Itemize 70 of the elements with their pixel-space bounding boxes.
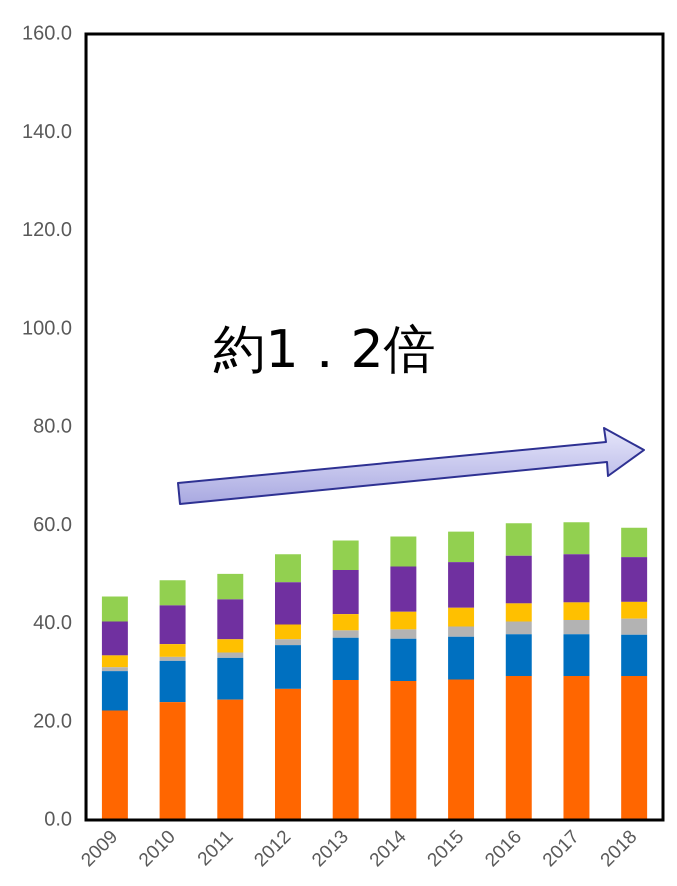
bar xyxy=(332,680,359,820)
bar xyxy=(448,679,474,820)
y-tick-label: 0.0 xyxy=(44,808,72,831)
bar xyxy=(217,658,244,700)
bar xyxy=(563,522,590,554)
bar xyxy=(160,656,186,661)
bar xyxy=(217,652,244,658)
bar xyxy=(390,612,416,630)
bar xyxy=(275,639,301,646)
bar xyxy=(390,536,416,567)
bar xyxy=(217,639,244,652)
bar xyxy=(332,570,359,614)
bar xyxy=(275,645,301,689)
bar xyxy=(102,655,128,668)
bar xyxy=(621,676,648,820)
bar xyxy=(275,624,301,640)
y-tick-label: 40.0 xyxy=(33,612,72,634)
bar xyxy=(621,557,648,602)
bar xyxy=(275,688,301,820)
bar xyxy=(448,636,474,680)
bar xyxy=(448,626,474,637)
bar xyxy=(621,602,648,619)
bar xyxy=(390,629,416,639)
bar xyxy=(217,700,244,820)
bar xyxy=(448,608,474,626)
bar xyxy=(563,634,590,676)
y-tick-label: 120.0 xyxy=(22,219,72,242)
bar xyxy=(332,630,359,638)
bar xyxy=(102,667,128,672)
y-tick-label: 20.0 xyxy=(33,710,72,732)
bar xyxy=(448,532,474,562)
y-tick-label: 80.0 xyxy=(33,416,72,438)
annotation: 約1．2倍 xyxy=(213,320,436,380)
bar xyxy=(217,574,244,600)
bar xyxy=(506,603,532,622)
bar xyxy=(390,680,416,820)
y-tick-label: 60.0 xyxy=(33,514,72,536)
bar xyxy=(102,622,128,656)
y-tick-label: 140.0 xyxy=(22,120,72,143)
bar xyxy=(621,528,648,558)
bar xyxy=(448,562,474,608)
bar xyxy=(102,671,128,710)
bar xyxy=(160,644,186,657)
bar xyxy=(390,638,416,681)
y-tick-label: 160.0 xyxy=(22,22,72,45)
bar xyxy=(160,605,186,644)
bar xyxy=(217,599,244,640)
bar xyxy=(506,676,532,820)
bar xyxy=(506,523,532,556)
bar xyxy=(390,566,416,612)
bar xyxy=(563,676,590,820)
bar xyxy=(563,602,590,620)
bar xyxy=(563,554,590,602)
bar xyxy=(102,710,128,820)
bar xyxy=(621,634,648,676)
bar xyxy=(621,618,648,635)
bar xyxy=(506,622,532,634)
bar xyxy=(563,620,590,634)
bar xyxy=(160,702,186,820)
bar xyxy=(102,596,128,622)
bar xyxy=(160,580,186,606)
y-tick-label: 100.0 xyxy=(22,317,72,340)
bar xyxy=(332,614,359,630)
bar xyxy=(275,554,301,582)
bar xyxy=(332,540,359,570)
bar xyxy=(506,634,532,676)
bar xyxy=(160,660,186,702)
bar xyxy=(332,638,359,680)
bar xyxy=(506,556,532,604)
bar xyxy=(275,582,301,624)
